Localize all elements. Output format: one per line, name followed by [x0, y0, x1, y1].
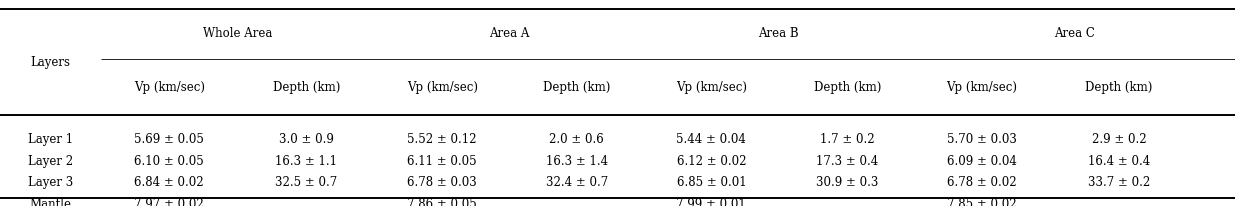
Text: 16.3 ± 1.1: 16.3 ± 1.1	[275, 154, 337, 168]
Text: 6.12 ± 0.02: 6.12 ± 0.02	[677, 154, 746, 168]
Text: 6.85 ± 0.01: 6.85 ± 0.01	[677, 176, 746, 190]
Text: 1.7 ± 0.2: 1.7 ± 0.2	[820, 132, 874, 146]
Text: 33.7 ± 0.2: 33.7 ± 0.2	[1088, 176, 1150, 190]
Text: 6.78 ± 0.03: 6.78 ± 0.03	[408, 176, 477, 190]
Text: 5.52 ± 0.12: 5.52 ± 0.12	[408, 132, 477, 146]
Text: 7.97 ± 0.02: 7.97 ± 0.02	[135, 198, 204, 206]
Text: 16.3 ± 1.4: 16.3 ± 1.4	[546, 154, 608, 168]
Text: 2.0 ± 0.6: 2.0 ± 0.6	[550, 132, 604, 146]
Text: Area C: Area C	[1053, 27, 1095, 41]
Text: 3.0 ± 0.9: 3.0 ± 0.9	[279, 132, 333, 146]
Text: Depth (km): Depth (km)	[814, 81, 881, 94]
Text: Depth (km): Depth (km)	[273, 81, 340, 94]
Text: Area B: Area B	[758, 27, 799, 41]
Text: Area A: Area A	[489, 27, 529, 41]
Text: Vp (km/sec): Vp (km/sec)	[406, 81, 478, 94]
Text: 6.84 ± 0.02: 6.84 ± 0.02	[135, 176, 204, 190]
Text: 17.3 ± 0.4: 17.3 ± 0.4	[816, 154, 878, 168]
Text: 5.69 ± 0.05: 5.69 ± 0.05	[135, 132, 204, 146]
Text: 7.85 ± 0.02: 7.85 ± 0.02	[947, 198, 1016, 206]
Text: Layers: Layers	[31, 56, 70, 69]
Text: 5.44 ± 0.04: 5.44 ± 0.04	[677, 132, 746, 146]
Text: 6.09 ± 0.04: 6.09 ± 0.04	[947, 154, 1016, 168]
Text: 30.9 ± 0.3: 30.9 ± 0.3	[816, 176, 878, 190]
Text: Layer 3: Layer 3	[28, 176, 73, 190]
Text: Vp (km/sec): Vp (km/sec)	[133, 81, 205, 94]
Text: Vp (km/sec): Vp (km/sec)	[946, 81, 1018, 94]
Text: 6.10 ± 0.05: 6.10 ± 0.05	[135, 154, 204, 168]
Text: 32.4 ± 0.7: 32.4 ± 0.7	[546, 176, 608, 190]
Text: Depth (km): Depth (km)	[543, 81, 610, 94]
Text: Layer 2: Layer 2	[28, 154, 73, 168]
Text: Mantle: Mantle	[30, 198, 72, 206]
Text: 7.99 ± 0.01: 7.99 ± 0.01	[677, 198, 746, 206]
Text: Depth (km): Depth (km)	[1086, 81, 1152, 94]
Text: Vp (km/sec): Vp (km/sec)	[676, 81, 747, 94]
Text: Whole Area: Whole Area	[203, 27, 273, 41]
Text: 6.11 ± 0.05: 6.11 ± 0.05	[408, 154, 477, 168]
Text: 16.4 ± 0.4: 16.4 ± 0.4	[1088, 154, 1150, 168]
Text: 7.86 ± 0.05: 7.86 ± 0.05	[408, 198, 477, 206]
Text: 6.78 ± 0.02: 6.78 ± 0.02	[947, 176, 1016, 190]
Text: 32.5 ± 0.7: 32.5 ± 0.7	[275, 176, 337, 190]
Text: Layer 1: Layer 1	[28, 132, 73, 146]
Text: 2.9 ± 0.2: 2.9 ± 0.2	[1092, 132, 1146, 146]
Text: 5.70 ± 0.03: 5.70 ± 0.03	[947, 132, 1016, 146]
